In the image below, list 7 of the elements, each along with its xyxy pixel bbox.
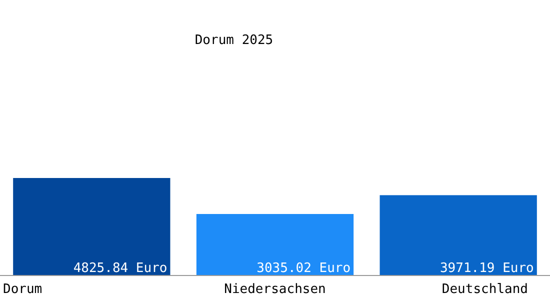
x-tick-label: Deutschland	[442, 282, 528, 297]
data-label: 3035.02 Euro	[256, 261, 351, 276]
chart-title: Dorum 2025	[194, 33, 274, 48]
x-tick-label: Dorum	[3, 282, 42, 297]
x-tick-label: Niedersachsen	[224, 282, 326, 297]
data-label: 3971.19 Euro	[440, 261, 534, 276]
data-label: 4825.84 Euro	[73, 261, 168, 276]
